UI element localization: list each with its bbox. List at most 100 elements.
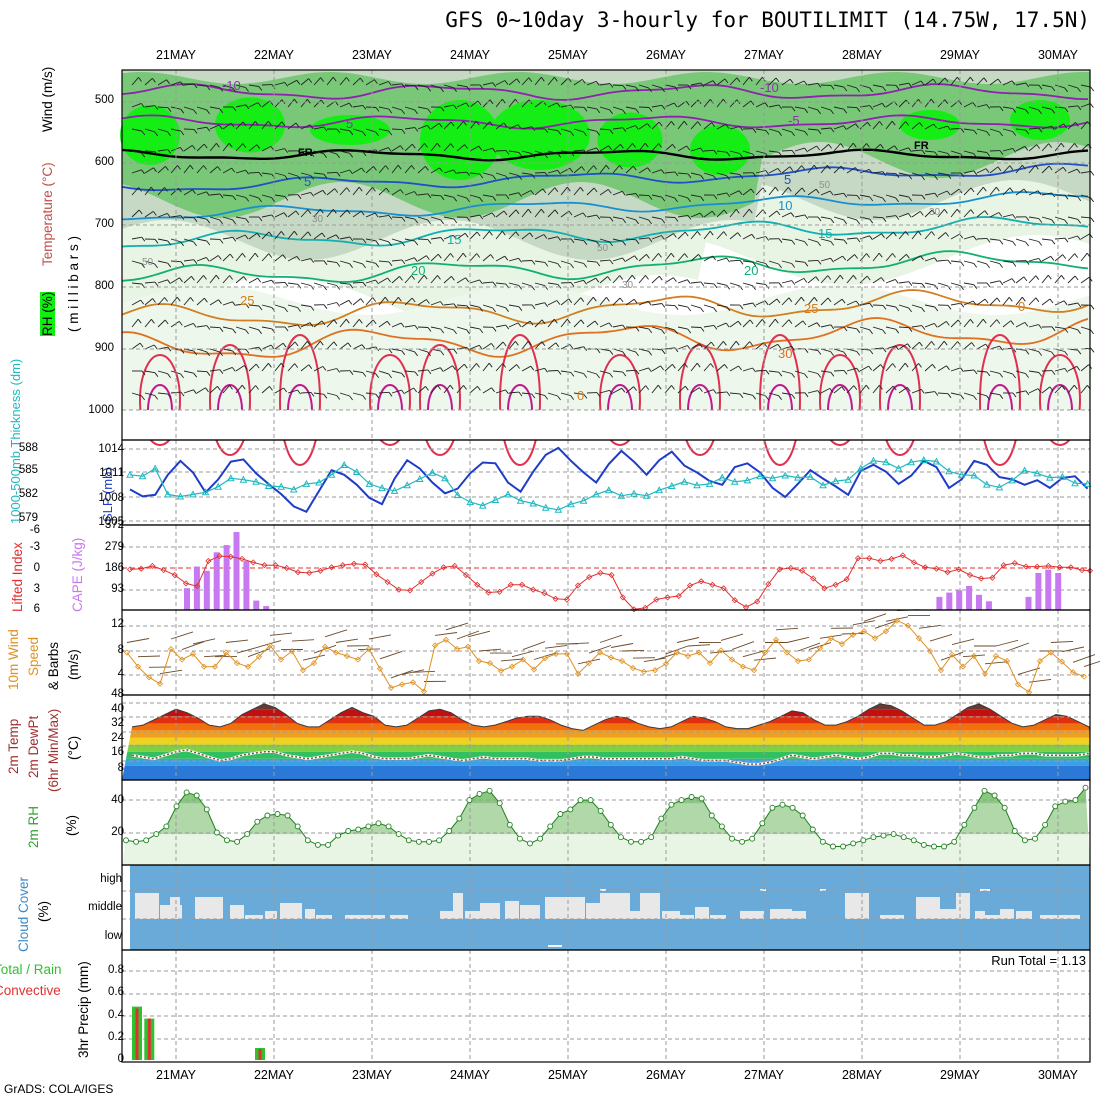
wind-barb-flag — [375, 263, 380, 268]
wind-barb — [573, 346, 584, 350]
wind-barb-flag — [919, 341, 923, 347]
wind-barb — [235, 234, 246, 240]
wind-barb — [1028, 106, 1039, 111]
wind-barb-flag — [882, 197, 886, 203]
wind-barb — [599, 128, 611, 131]
rh2m-marker — [698, 795, 705, 802]
wind-barb — [534, 367, 545, 372]
wind-barb-flag — [462, 252, 467, 258]
wind-barb — [534, 260, 545, 263]
thickness-marker — [239, 475, 248, 483]
wind-barb-flag — [206, 371, 211, 376]
wind-barb — [1067, 143, 1075, 152]
wind-barb-flag — [453, 104, 458, 110]
wind-barb-flag — [254, 121, 259, 126]
wind-barb — [742, 76, 750, 86]
wind-barb-flag — [854, 167, 859, 172]
wind-barb-flag — [856, 219, 860, 225]
wind-barb — [586, 80, 597, 86]
wind-barb — [365, 279, 376, 284]
wind-barb — [898, 82, 909, 86]
wind-barb-flag — [791, 373, 796, 378]
wind-barb-flag — [154, 263, 158, 269]
wind-barb-flag — [725, 124, 730, 129]
wind-barb-flag — [633, 299, 638, 304]
wind-barb-flag — [908, 281, 913, 286]
wind-barb — [1041, 386, 1051, 394]
wind-barb-flag — [1023, 276, 1028, 282]
wind-barb-flag — [294, 341, 299, 347]
wind-barb — [807, 128, 819, 131]
wind-barb — [976, 237, 988, 240]
contour-label: 20 — [411, 263, 426, 278]
lifted-index-marker — [810, 575, 817, 582]
rh2m-marker — [547, 823, 554, 830]
wind-barb — [560, 370, 571, 373]
wind-barb — [300, 391, 312, 394]
wind-barb-flag — [947, 174, 952, 179]
wind10-barb — [456, 630, 480, 640]
li-ytick: 6 — [33, 603, 40, 615]
wind-barb — [742, 188, 752, 196]
wind-barb-flag — [804, 392, 809, 398]
wind-barb — [1015, 164, 1023, 174]
wind-barb — [573, 392, 584, 395]
wind-barb — [456, 144, 465, 152]
wind-barb — [495, 210, 505, 218]
wind-barb — [794, 214, 805, 218]
wind-barb-flag — [568, 298, 573, 304]
wind-barb — [300, 304, 311, 307]
wind-barb-flag — [245, 349, 250, 354]
wind-barb-flag — [362, 131, 366, 137]
wind-barb-flag — [648, 367, 652, 373]
rh2m-marker — [436, 837, 443, 844]
cloud-block — [770, 909, 792, 919]
wind-barb-flag — [1051, 192, 1056, 198]
wind-barb — [378, 187, 387, 196]
wind-barb-flag — [436, 142, 441, 148]
wind-barb-flag — [791, 346, 796, 351]
profile-ytick: 900 — [94, 342, 114, 354]
wind10-speed-marker — [354, 656, 362, 663]
wind-barb — [690, 212, 701, 218]
profile-panel — [120, 70, 1095, 466]
wind-barb — [755, 342, 764, 350]
wind-barb — [183, 106, 194, 111]
wind-barb-flag — [881, 233, 885, 238]
temp-bands — [122, 703, 1090, 780]
wind-barb — [729, 99, 738, 108]
wind-barb — [131, 260, 142, 265]
wind-barb-flag — [996, 297, 1001, 303]
temp2m-line — [131, 703, 1091, 731]
wind-barb-flag — [531, 126, 536, 131]
wind-barb-flag — [596, 392, 601, 397]
wind-barb-flag — [709, 99, 714, 104]
wind-barb — [1080, 216, 1092, 219]
wind-barb — [1028, 144, 1037, 152]
lifted-index-marker — [429, 570, 436, 577]
wind-barb-flag — [387, 277, 391, 283]
wind-barb-flag — [489, 121, 494, 126]
wind-barb — [807, 82, 818, 86]
wind-barb — [261, 279, 272, 284]
wind-barb-flag — [414, 351, 418, 357]
wind-barb — [729, 392, 741, 395]
wind-barb — [183, 389, 194, 394]
wind10-speed-marker — [684, 652, 692, 660]
wind-barb-flag — [388, 108, 393, 114]
wind-barb — [976, 104, 987, 108]
cloud-sliver — [600, 889, 606, 891]
wind-barb-flag — [982, 186, 987, 192]
rh2m-marker — [567, 806, 574, 813]
wind-barb — [573, 187, 581, 196]
wind-barb — [430, 167, 440, 174]
wind-barb — [586, 370, 597, 375]
wind-barb-flag — [749, 319, 754, 325]
wind-barb — [157, 149, 168, 152]
wind-barb — [911, 172, 922, 177]
wind-barb — [807, 370, 818, 374]
wind-barb-flag — [1051, 239, 1056, 245]
wind-barb-flag — [930, 98, 935, 104]
wind-barb-flag — [180, 349, 185, 354]
